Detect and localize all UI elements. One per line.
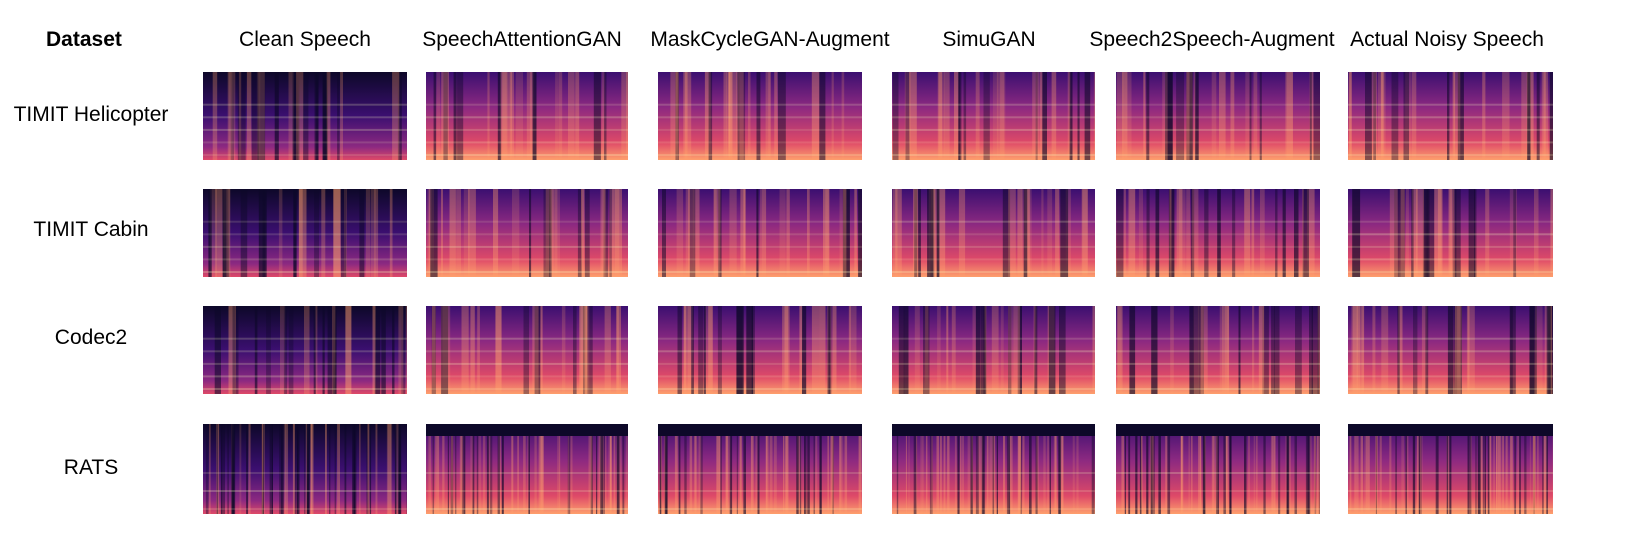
column-header-simugan: SimuGAN [942, 28, 1036, 51]
column-header-actual-noisy-speech: Actual Noisy Speech [1350, 28, 1544, 51]
spectrogram-codec2-clean-speech [203, 306, 407, 394]
spectrogram-rats-simugan [892, 424, 1095, 514]
row-label-timit-cabin: TIMIT Cabin [33, 218, 149, 241]
column-header-maskcyclegan-augment: MaskCycleGAN-Augment [650, 28, 890, 51]
spectrogram-timit-helicopter-speech2speech-augment [1116, 72, 1320, 160]
spectrogram-rats-speech2speech-augment [1116, 424, 1320, 514]
spectrogram-timit-cabin-speech2speech-augment [1116, 189, 1320, 277]
spectrogram-timit-cabin-actual-noisy-speech [1348, 189, 1553, 277]
spectrogram-timit-cabin-clean-speech [203, 189, 407, 277]
spectrogram-rats-clean-speech [203, 424, 407, 514]
spectrogram-timit-cabin-simugan [892, 189, 1095, 277]
row-label-rats: RATS [63, 456, 119, 479]
spectrogram-timit-cabin-maskcyclegan-augment [658, 189, 862, 277]
column-header-speechattentiongan: SpeechAttentionGAN [422, 28, 622, 51]
row-label-timit-helicopter: TIMIT Helicopter [13, 103, 169, 126]
row-label-codec2: Codec2 [54, 326, 128, 349]
spectrogram-codec2-speech2speech-augment [1116, 306, 1320, 394]
spectrogram-timit-helicopter-speechattentiongan [426, 72, 628, 160]
spectrogram-rats-actual-noisy-speech [1348, 424, 1553, 514]
spectrogram-timit-helicopter-maskcyclegan-augment [658, 72, 862, 160]
spectrogram-codec2-maskcyclegan-augment [658, 306, 862, 394]
spectrogram-rats-speechattentiongan [426, 424, 628, 514]
spectrogram-timit-helicopter-actual-noisy-speech [1348, 72, 1553, 160]
spectrogram-timit-helicopter-clean-speech [203, 72, 407, 160]
dataset-header: Dataset [46, 28, 122, 51]
spectrogram-codec2-simugan [892, 306, 1095, 394]
spectrogram-timit-cabin-speechattentiongan [426, 189, 628, 277]
spectrogram-timit-helicopter-simugan [892, 72, 1095, 160]
column-header-clean-speech: Clean Speech [239, 28, 371, 51]
column-header-speech2speech-augment: Speech2Speech-Augment [1089, 28, 1335, 51]
spectrogram-codec2-actual-noisy-speech [1348, 306, 1553, 394]
spectrogram-codec2-speechattentiongan [426, 306, 628, 394]
spectrogram-rats-maskcyclegan-augment [658, 424, 862, 514]
